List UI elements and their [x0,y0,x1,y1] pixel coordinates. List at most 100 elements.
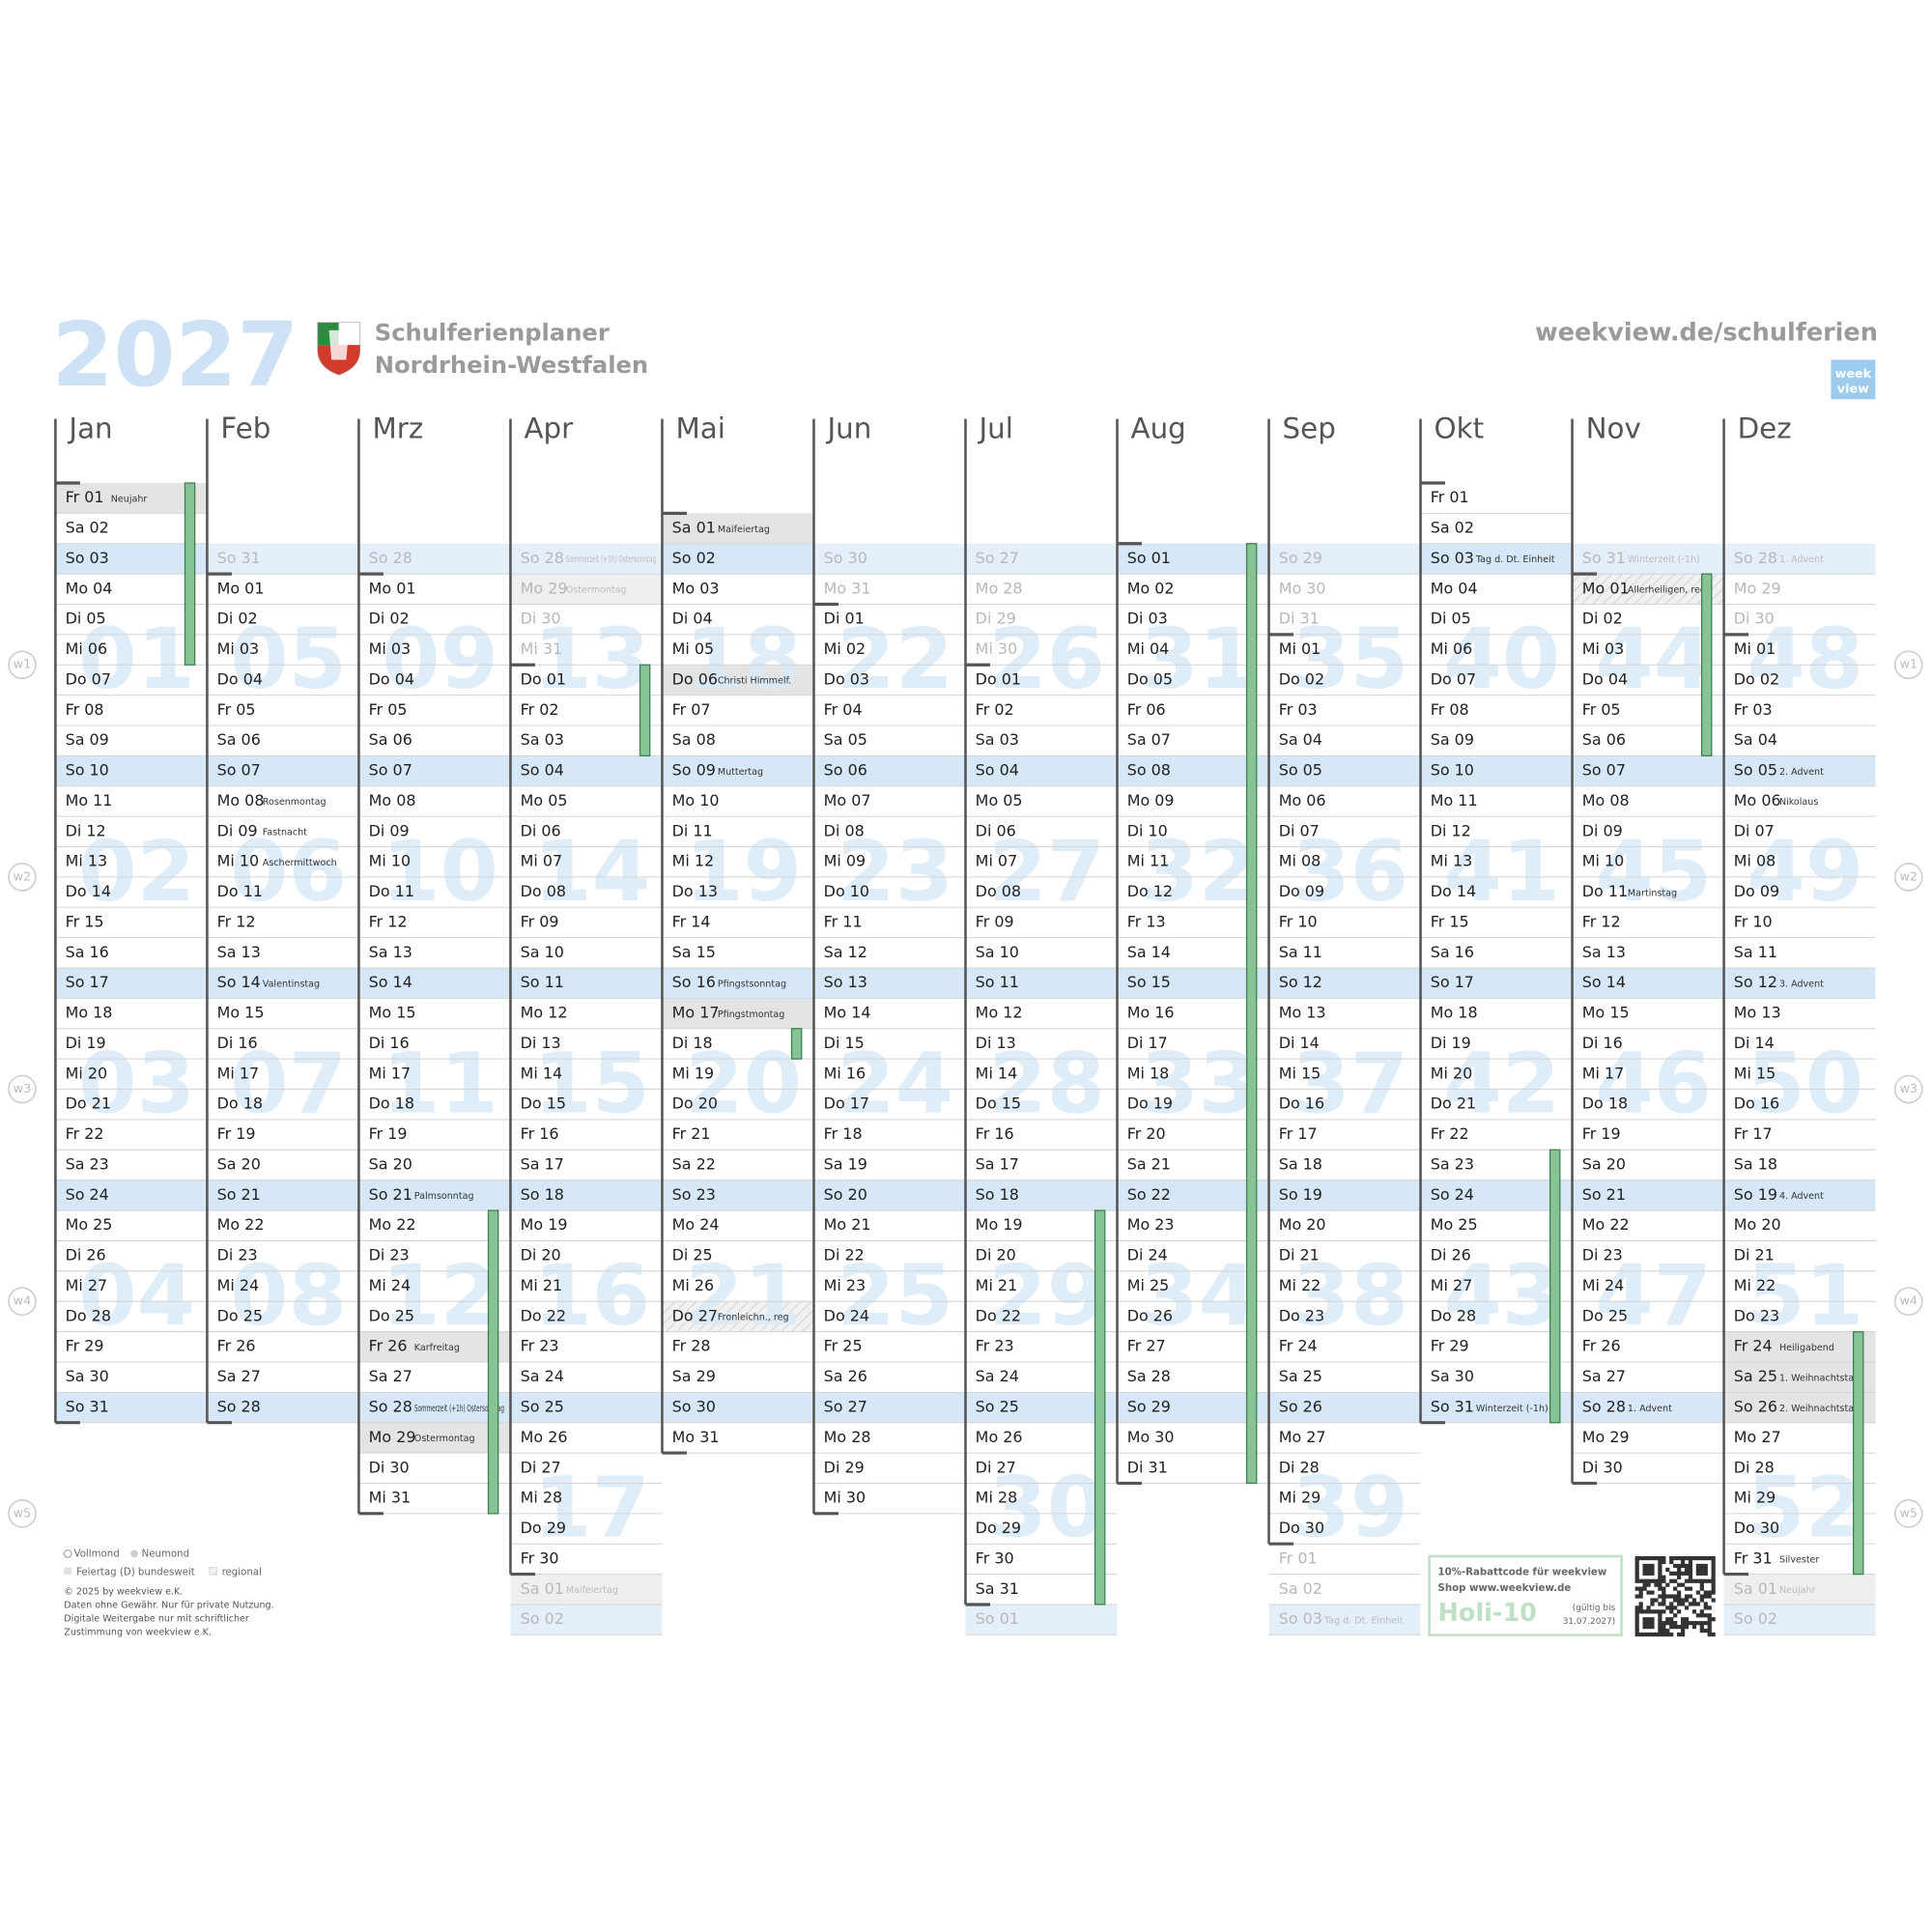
day-label: Fr 20 [1127,1124,1166,1143]
week-side-label: w5 [1899,1506,1918,1520]
week-side-label: w4 [1899,1294,1918,1309]
day-highlight [510,755,663,786]
day-highlight [1268,755,1421,786]
week-circle [1893,863,1923,892]
qr-code [1634,1555,1716,1637]
week-circle [1893,1287,1923,1316]
week-number: 02 [78,823,195,921]
day-label: Fr 19 [369,1124,408,1143]
qr-cell [1711,1632,1716,1637]
qr-cell [1691,1598,1697,1603]
day-label: Mo 13 [1279,1004,1326,1022]
qr-cell [1684,1598,1690,1603]
day-label: Sa 25 [1279,1367,1322,1385]
week-circle [1893,1499,1923,1528]
week-number: 12 [382,1247,498,1345]
promo-text: Shop www.weekview.de [1438,1583,1572,1594]
qr-cell [1654,1609,1659,1614]
day-label: Fr 31 [1734,1548,1773,1567]
vacation-bar [1245,543,1258,1485]
week-circle [1893,650,1923,680]
logo-text: week [1835,367,1872,382]
day-label: Mi 28 [976,1489,1018,1507]
day-label: Do 20 [672,1094,718,1113]
qr-cell [1669,1594,1674,1599]
day-label: So 22 [1127,1185,1171,1204]
crest [317,322,361,376]
qr-cell [1658,1555,1662,1561]
day-label: Mi 18 [1127,1064,1170,1082]
day-label: Sa 10 [976,943,1019,961]
day-label: Fr 01 [1431,488,1469,506]
day-label: So 24 [66,1185,109,1204]
day-label: So 05 [1279,761,1322,780]
week-circle [8,863,37,892]
week-number: 09 [382,611,498,708]
qr-cell [1634,1567,1639,1573]
day-label: Mo 06 [1734,791,1781,810]
day-label: Sa 09 [1431,730,1474,749]
day-label: Do 09 [1734,882,1779,900]
day-label: So 26 [1279,1398,1322,1416]
qr-cell [1695,1602,1700,1606]
day-label: Fr 04 [824,700,863,719]
week-number: 28 [988,1035,1105,1132]
day-label: Fr 28 [672,1337,711,1355]
qr-cell [1688,1559,1693,1565]
day-label: Sa 23 [1431,1154,1474,1173]
qr-cell [1684,1594,1690,1599]
day-label: Di 06 [976,821,1016,839]
qr-cell [1703,1628,1708,1634]
day-label: Di 23 [217,1246,258,1264]
day-note: Karfreitag [414,1343,460,1353]
qr-cell [1646,1609,1651,1614]
week-circle [1893,1074,1923,1104]
week-number: 03 [78,1035,195,1132]
day-highlight [1420,968,1573,999]
day-note: Silvester [1779,1555,1819,1566]
week-number: 10 [382,823,498,921]
day-label: Do 01 [976,669,1021,688]
day-label: So 18 [976,1185,1019,1204]
day-label: Fr 15 [1431,912,1469,930]
qr-cell [1650,1598,1655,1603]
qr-cell [1699,1609,1704,1614]
week-number: 51 [1747,1247,1863,1345]
day-label: Sa 02 [1431,519,1474,537]
day-label: Mi 15 [1734,1064,1776,1082]
qr-cell [1634,1613,1639,1618]
day-label: Do 09 [1279,882,1324,900]
week-number: 24 [837,1035,953,1132]
day-label: Sa 27 [217,1367,261,1385]
day-label: So 24 [1431,1185,1474,1204]
day-label: Mo 08 [1582,791,1630,810]
vacation-bar [790,1028,803,1060]
qr-cell [1703,1613,1708,1618]
day-note: Maifeiertag [718,525,770,535]
qr-cell [1703,1605,1708,1610]
qr-cell [1688,1621,1693,1626]
month-name: Nov [1586,412,1641,445]
day-label: Sa 04 [1734,730,1777,749]
day-label: So 29 [1279,549,1322,567]
day-note: Tag d. Dt. Einheit [1475,554,1555,565]
day-note: 2. Weihnachtstag [1779,1404,1860,1414]
qr-cell [1642,1617,1647,1622]
day-highlight [358,968,511,999]
week-number: 15 [533,1035,650,1132]
day-label: Mi 04 [1127,639,1170,658]
day-highlight [207,755,359,786]
day-label: Mi 24 [369,1276,412,1294]
week-side-label: w3 [14,1082,32,1096]
holiday-icon [64,1567,71,1576]
qr-cell [1699,1571,1704,1576]
qr-cell [1658,1625,1662,1630]
qr-cell [1654,1598,1659,1603]
day-highlight [1268,543,1421,575]
qr-cell [1711,1586,1716,1591]
qr-cell [1658,1594,1662,1599]
day-highlight [1268,1604,1421,1635]
qr-cell [1642,1632,1647,1637]
qr-cell [1638,1609,1643,1614]
qr-cell [1695,1621,1700,1626]
